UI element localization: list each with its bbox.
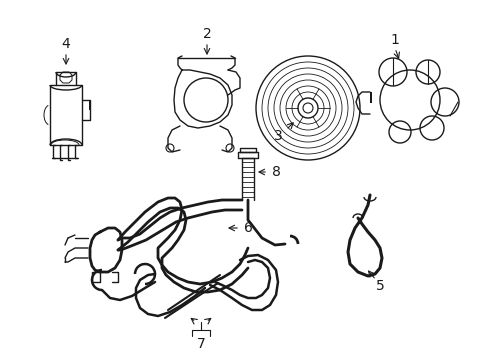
Text: 2: 2 [202,27,211,41]
Text: 8: 8 [271,165,280,179]
Text: 3: 3 [273,129,282,143]
Text: 1: 1 [390,33,399,47]
Text: 5: 5 [375,279,384,293]
Text: 4: 4 [61,37,70,51]
Text: 6: 6 [243,221,252,235]
Text: 7: 7 [196,337,205,351]
